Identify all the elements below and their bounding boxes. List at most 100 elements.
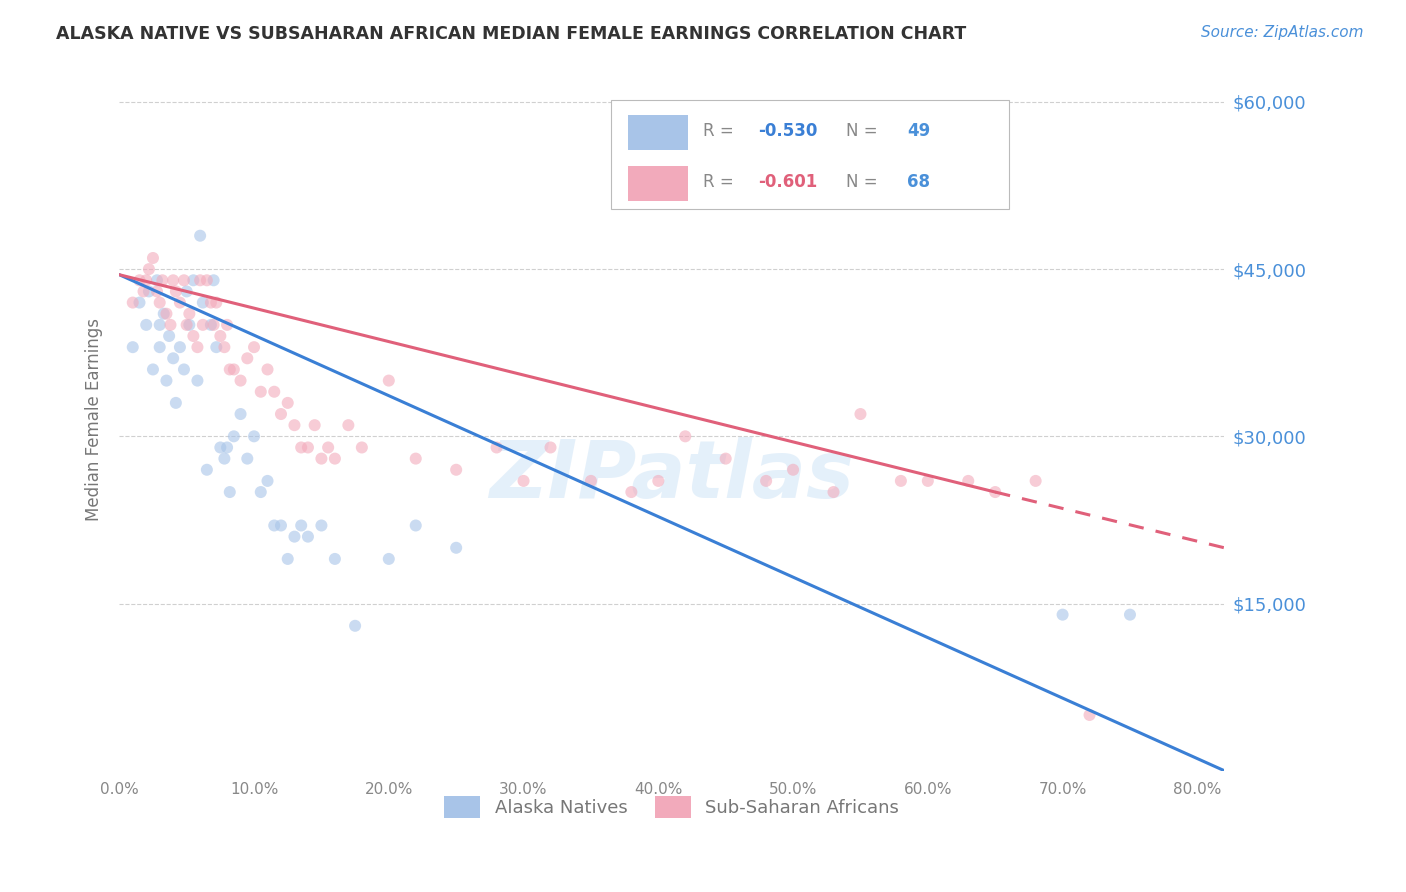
Point — [191, 318, 214, 332]
Point — [1052, 607, 1074, 622]
Point — [444, 463, 467, 477]
Point — [152, 273, 174, 287]
Point — [714, 451, 737, 466]
Point — [890, 474, 912, 488]
Point — [229, 374, 252, 388]
Point — [142, 251, 165, 265]
Point — [138, 262, 160, 277]
Point — [162, 273, 184, 287]
Point — [173, 273, 195, 287]
Point — [620, 485, 643, 500]
Point — [236, 451, 259, 466]
Point — [179, 318, 201, 332]
Point — [132, 285, 155, 299]
Point — [957, 474, 980, 488]
Point — [205, 295, 228, 310]
Point — [229, 407, 252, 421]
Point — [405, 518, 427, 533]
Point — [188, 228, 211, 243]
Point — [323, 451, 346, 466]
Point — [917, 474, 939, 488]
Point — [290, 441, 312, 455]
Point — [243, 429, 266, 443]
Text: N =: N = — [846, 121, 883, 139]
FancyBboxPatch shape — [612, 100, 1010, 209]
Point — [218, 362, 240, 376]
Point — [188, 273, 211, 287]
Point — [344, 619, 367, 633]
Point — [540, 441, 562, 455]
Point — [222, 429, 245, 443]
Point — [270, 407, 292, 421]
Point — [217, 441, 239, 455]
Point — [222, 362, 245, 376]
Point — [304, 418, 326, 433]
Point — [311, 451, 333, 466]
Point — [138, 285, 160, 299]
FancyBboxPatch shape — [627, 115, 689, 150]
Text: R =: R = — [703, 173, 738, 191]
Point — [1078, 708, 1101, 723]
Y-axis label: Median Female Earnings: Median Female Earnings — [86, 318, 103, 521]
Point — [128, 295, 150, 310]
Point — [823, 485, 845, 500]
Point — [214, 451, 236, 466]
Point — [849, 407, 872, 421]
Point — [297, 441, 319, 455]
Point — [165, 396, 187, 410]
Text: R =: R = — [703, 121, 738, 139]
Text: -0.530: -0.530 — [758, 121, 817, 139]
Point — [195, 273, 218, 287]
Point — [755, 474, 778, 488]
Point — [485, 441, 508, 455]
Point — [149, 295, 172, 310]
Point — [311, 518, 333, 533]
Point — [579, 474, 602, 488]
Point — [205, 340, 228, 354]
Point — [176, 285, 198, 299]
Point — [243, 340, 266, 354]
Point — [173, 362, 195, 376]
Point — [146, 273, 169, 287]
Point — [673, 429, 696, 443]
Point — [159, 318, 181, 332]
Text: ALASKA NATIVE VS SUBSAHARAN AFRICAN MEDIAN FEMALE EARNINGS CORRELATION CHART: ALASKA NATIVE VS SUBSAHARAN AFRICAN MEDI… — [56, 25, 966, 43]
Point — [195, 463, 218, 477]
Point — [512, 474, 534, 488]
Point — [128, 273, 150, 287]
Point — [209, 441, 232, 455]
Point — [149, 318, 172, 332]
Point — [200, 318, 222, 332]
Point — [183, 329, 205, 343]
Point — [169, 295, 191, 310]
Legend: Alaska Natives, Sub-Saharan Africans: Alaska Natives, Sub-Saharan Africans — [437, 789, 907, 825]
Point — [256, 474, 278, 488]
Point — [1025, 474, 1047, 488]
Point — [256, 362, 278, 376]
Point — [782, 463, 804, 477]
Point — [263, 518, 285, 533]
Point — [202, 318, 225, 332]
Point — [1119, 607, 1142, 622]
Point — [290, 518, 312, 533]
Text: Source: ZipAtlas.com: Source: ZipAtlas.com — [1201, 25, 1364, 40]
Point — [121, 295, 143, 310]
Point — [405, 451, 427, 466]
Point — [647, 474, 669, 488]
Text: ZIPatlas: ZIPatlas — [489, 437, 855, 515]
Point — [236, 351, 259, 366]
Point — [169, 340, 191, 354]
Text: N =: N = — [846, 173, 883, 191]
Point — [121, 340, 143, 354]
Point — [263, 384, 285, 399]
Point — [984, 485, 1007, 500]
Point — [135, 318, 157, 332]
Point — [277, 396, 299, 410]
Point — [186, 340, 208, 354]
Point — [155, 374, 177, 388]
Point — [183, 273, 205, 287]
Point — [214, 340, 236, 354]
Point — [444, 541, 467, 555]
Point — [277, 552, 299, 566]
Point — [209, 329, 232, 343]
